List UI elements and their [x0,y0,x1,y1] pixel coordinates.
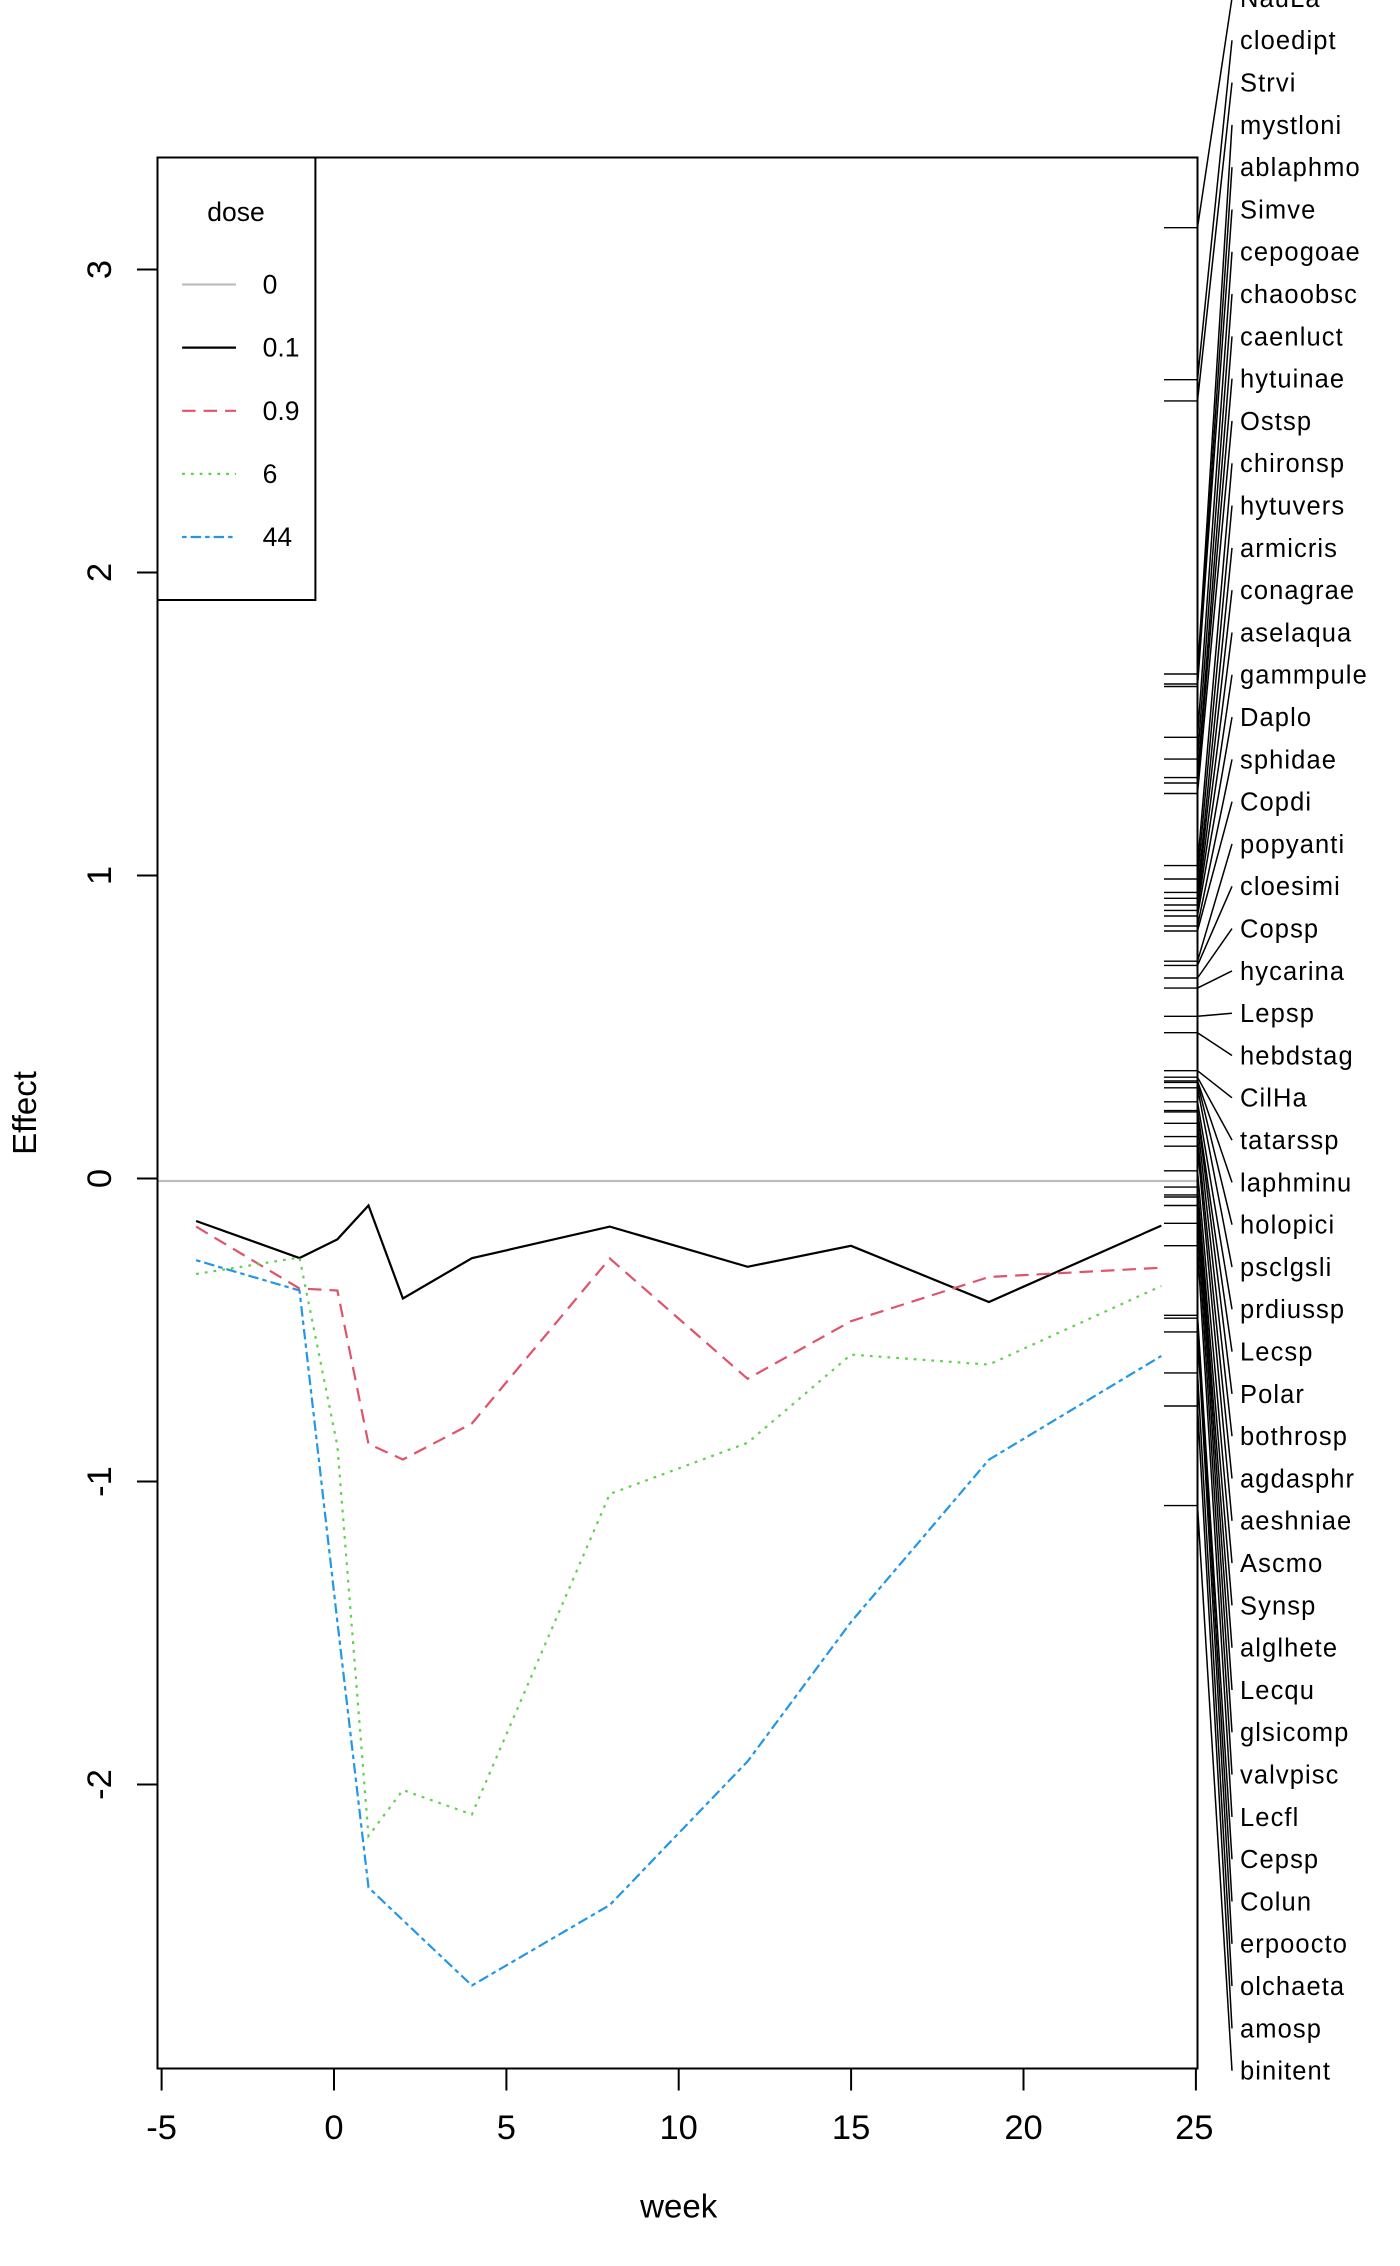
svg-text:Lepsp: Lepsp [1240,1000,1315,1028]
svg-text:Synsp: Synsp [1240,1592,1316,1620]
svg-text:Ascmo: Ascmo [1240,1550,1323,1578]
svg-text:chironsp: chironsp [1240,450,1345,478]
svg-text:-5: -5 [146,2109,177,2147]
svg-text:cepogoae: cepogoae [1240,239,1361,267]
svg-text:hycarina: hycarina [1240,958,1345,986]
svg-text:gammpule: gammpule [1240,662,1368,690]
svg-text:popyanti: popyanti [1240,831,1345,859]
svg-text:conagrae: conagrae [1240,577,1355,605]
svg-text:erpoocto: erpoocto [1240,1931,1348,1959]
svg-text:aeshniae: aeshniae [1240,1508,1352,1536]
svg-text:Lecsp: Lecsp [1240,1339,1314,1367]
svg-text:tatarssp: tatarssp [1240,1127,1340,1155]
svg-text:glsicomp: glsicomp [1240,1719,1349,1747]
svg-text:6: 6 [263,459,278,489]
svg-text:week: week [639,2188,718,2225]
svg-text:hebdstag: hebdstag [1240,1042,1354,1070]
svg-text:25: 25 [1175,2109,1213,2147]
svg-text:sphidae: sphidae [1240,746,1337,774]
svg-text:valvpisc: valvpisc [1240,1762,1340,1790]
svg-text:Lecfl: Lecfl [1240,1804,1299,1832]
svg-text:bothrosp: bothrosp [1240,1423,1348,1451]
svg-text:5: 5 [497,2109,516,2147]
svg-text:cloedipt: cloedipt [1240,27,1337,55]
svg-text:Colun: Colun [1240,1888,1312,1916]
svg-text:3: 3 [81,260,119,279]
svg-text:0.1: 0.1 [263,333,300,363]
svg-text:20: 20 [1004,2109,1042,2147]
svg-text:2: 2 [81,563,119,582]
svg-text:Copsp: Copsp [1240,916,1319,944]
svg-text:44: 44 [263,522,292,552]
svg-text:aselaqua: aselaqua [1240,619,1352,647]
svg-text:Polar: Polar [1240,1381,1305,1409]
svg-text:0: 0 [324,2109,343,2147]
svg-text:1: 1 [81,866,119,885]
svg-text:-2: -2 [81,1769,119,1800]
svg-text:ablaphmo: ablaphmo [1240,154,1361,182]
svg-text:hytuinae: hytuinae [1240,366,1345,394]
svg-text:hytuvers: hytuvers [1240,493,1345,521]
svg-text:Cepsp: Cepsp [1240,1846,1319,1874]
svg-text:mystloni: mystloni [1240,112,1342,140]
svg-text:Daplo: Daplo [1240,704,1312,732]
svg-text:alglhete: alglhete [1240,1635,1338,1663]
svg-text:-1: -1 [81,1466,119,1497]
svg-text:Strvi: Strvi [1240,70,1297,98]
svg-text:psclgsli: psclgsli [1240,1254,1332,1282]
svg-text:Effect: Effect [6,1071,43,1155]
svg-text:cloesimi: cloesimi [1240,873,1341,901]
svg-text:prdiussp: prdiussp [1240,1296,1345,1324]
svg-text:dose: dose [207,197,264,227]
svg-text:agdasphr: agdasphr [1240,1465,1355,1493]
svg-text:10: 10 [660,2109,698,2147]
svg-text:0.9: 0.9 [263,396,300,426]
svg-text:amosp: amosp [1240,2015,1322,2043]
svg-text:caenluct: caenluct [1240,323,1344,351]
svg-text:CilHa: CilHa [1240,1085,1308,1113]
svg-text:holopici: holopici [1240,1212,1335,1240]
svg-text:olchaeta: olchaeta [1240,1973,1345,2001]
svg-text:0: 0 [81,1169,119,1188]
svg-text:NauLa: NauLa [1240,0,1321,13]
svg-text:15: 15 [832,2109,870,2147]
svg-text:Lecqu: Lecqu [1240,1677,1315,1705]
svg-text:Copdi: Copdi [1240,789,1312,817]
svg-text:0: 0 [263,270,278,300]
svg-text:armicris: armicris [1240,535,1338,563]
svg-text:laphminu: laphminu [1240,1169,1352,1197]
svg-text:Simve: Simve [1240,196,1316,224]
svg-text:binitent: binitent [1240,2058,1331,2086]
svg-text:chaoobsc: chaoobsc [1240,281,1358,309]
svg-text:Ostsp: Ostsp [1240,408,1312,436]
